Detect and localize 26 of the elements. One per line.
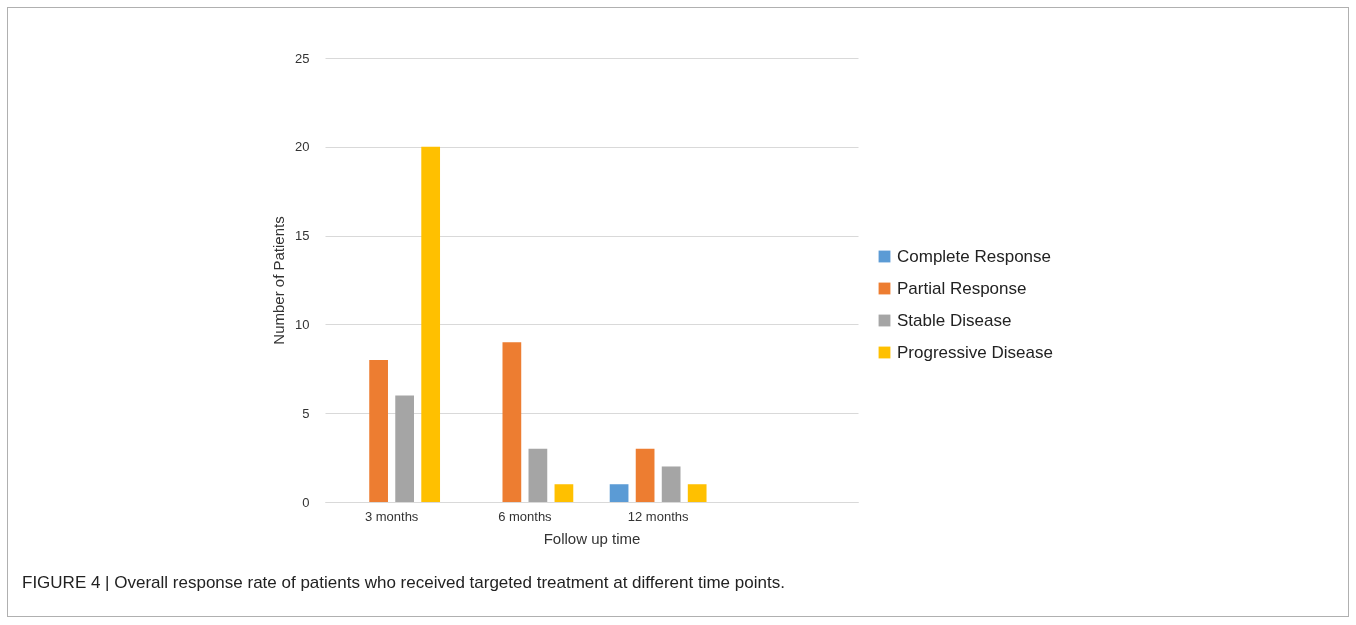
x-tick-label: 6 months — [498, 508, 553, 524]
y-tick-label: 10 — [295, 316, 310, 332]
bar — [502, 342, 522, 502]
y-axis-title: Number of Patients — [270, 216, 288, 345]
bar — [528, 448, 548, 502]
legend-label: Stable Disease — [897, 310, 1012, 330]
legend-label: Complete Response — [897, 246, 1052, 266]
legend-label: Partial Response — [897, 278, 1027, 298]
y-tick-label: 25 — [295, 50, 310, 66]
bar — [554, 484, 574, 502]
bar — [635, 448, 655, 502]
caption: FIGURE 4 | Overall response rate of patients who received targeted treatment at different time points. — [22, 573, 785, 593]
bar — [395, 395, 415, 502]
x-tick-label: 12 months — [627, 508, 689, 524]
bar — [421, 146, 441, 502]
y-tick-label: 15 — [295, 228, 310, 244]
x-tick-label: 3 months — [364, 508, 419, 524]
bar — [661, 466, 681, 502]
y-tick-label: 20 — [295, 139, 310, 155]
bar — [687, 484, 707, 502]
bar — [369, 359, 388, 502]
bar — [609, 484, 629, 502]
legend-label: Progressive Disease — [897, 342, 1053, 362]
x-axis-title: Follow up time — [543, 529, 641, 547]
y-tick-label: 0 — [302, 494, 310, 510]
y-tick-label: 5 — [302, 405, 310, 421]
